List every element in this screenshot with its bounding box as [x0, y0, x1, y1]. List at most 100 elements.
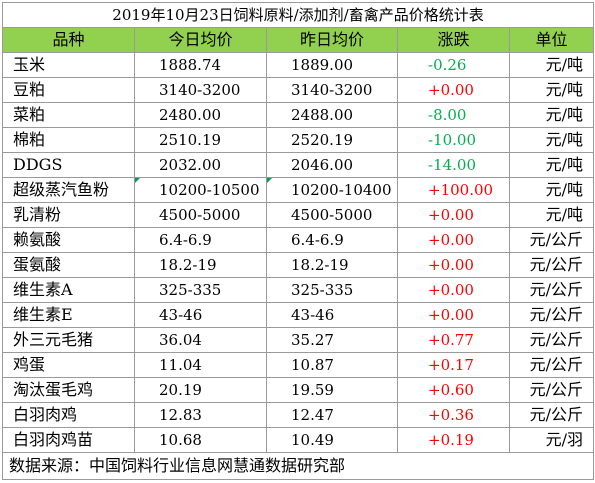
row-name: 豆粕 [2, 77, 135, 103]
row-name: 玉米 [2, 52, 135, 78]
row-today-price-text: 18.2-19 [159, 256, 217, 274]
row-today-price: 36.04 [134, 327, 267, 353]
row-change: -0.26 [397, 52, 510, 78]
row-yesterday-price: 12.47 [266, 402, 398, 428]
row-change-text: +0.00 [428, 306, 474, 324]
row-name: 维生素E [2, 302, 135, 328]
row-change-text: +0.77 [428, 331, 474, 349]
row-unit-text: 元/公斤 [529, 355, 584, 374]
row-yesterday-price-text: 10.49 [291, 431, 334, 449]
row-yesterday-price-text: 3140-3200 [291, 81, 373, 99]
row-name: 棉粕 [2, 127, 135, 153]
row-change-text: +0.00 [428, 231, 474, 249]
row-change: +0.00 [397, 77, 510, 103]
row-yesterday-price: 10.87 [266, 352, 398, 378]
row-change: +0.00 [397, 227, 510, 253]
source-note: 数据来源：中国饲料行业信息网慧通数据研究部 [1, 452, 595, 480]
table-row: 乳清粉 4500-5000 4500-5000 +0.00 元/吨 [2, 202, 595, 228]
header-name: 品种 [2, 27, 135, 53]
row-yesterday-price: 18.2-19 [266, 252, 398, 278]
row-name-text: 维生素A [13, 280, 73, 299]
row-yesterday-price: 2520.19 [266, 127, 398, 153]
row-yesterday-price: 10200-10400 [266, 177, 398, 203]
row-today-price: 325-335 [134, 277, 267, 303]
row-today-price-text: 36.04 [159, 331, 202, 349]
title-row: 2019年10月23日饲料原料/添加剂/畜禽产品价格统计表 [1, 2, 595, 28]
row-unit: 元/吨 [508, 102, 595, 128]
row-name-text: 赖氨酸 [13, 230, 62, 249]
row-today-price: 20.19 [134, 377, 267, 403]
row-unit: 元/公斤 [508, 252, 595, 278]
row-change: +0.00 [397, 202, 510, 228]
row-yesterday-price-text: 1889.00 [291, 56, 354, 74]
row-today-price: 2510.19 [134, 127, 267, 153]
row-today-price-text: 20.19 [159, 381, 202, 399]
row-change: +0.77 [397, 327, 510, 353]
row-unit: 元/羽 [508, 427, 595, 453]
row-name-text: 维生素E [13, 305, 73, 324]
row-name: 白羽肉鸡 [2, 402, 135, 428]
row-today-price: 2032.00 [134, 152, 267, 178]
row-change: +0.00 [397, 252, 510, 278]
row-name: 淘汰蛋毛鸡 [2, 377, 135, 403]
row-today-price-text: 43-46 [159, 306, 203, 324]
table-row: 鸡蛋 11.04 10.87 +0.17 元/公斤 [2, 352, 595, 378]
row-change: +0.17 [397, 352, 510, 378]
row-unit: 元/公斤 [508, 327, 595, 353]
row-today-price-text: 3140-3200 [159, 81, 241, 99]
row-change-text: +0.00 [428, 81, 474, 99]
row-yesterday-price-text: 10.87 [291, 356, 334, 374]
row-change: +100.00 [397, 177, 510, 203]
row-today-price-text: 2480.00 [159, 106, 222, 124]
cell-indicator-icon [135, 178, 140, 183]
row-yesterday-price-text: 43-46 [291, 306, 335, 324]
row-yesterday-price-text: 325-335 [291, 281, 354, 299]
row-yesterday-price: 325-335 [266, 277, 398, 303]
row-yesterday-price: 19.59 [266, 377, 398, 403]
row-name-text: 外三元毛猪 [13, 330, 94, 349]
row-yesterday-price: 1889.00 [266, 52, 398, 78]
row-yesterday-price-text: 2488.00 [291, 106, 354, 124]
row-unit: 元/公斤 [508, 277, 595, 303]
row-unit-text: 元/吨 [545, 205, 584, 224]
row-unit: 元/吨 [508, 77, 595, 103]
row-yesterday-price-text: 6.4-6.9 [291, 231, 344, 249]
row-today-price: 4500-5000 [134, 202, 267, 228]
row-today-price-text: 2510.19 [159, 131, 222, 149]
row-name: 蛋氨酸 [2, 252, 135, 278]
row-unit: 元/吨 [508, 127, 595, 153]
row-unit-text: 元/公斤 [529, 305, 584, 324]
row-yesterday-price: 2488.00 [266, 102, 398, 128]
row-today-price: 18.2-19 [134, 252, 267, 278]
table-row: 白羽肉鸡苗 10.68 10.49 +0.19 元/羽 [2, 427, 595, 453]
row-change-text: -10.00 [428, 131, 477, 149]
row-yesterday-price-text: 35.27 [291, 331, 334, 349]
table-row: 豆粕 3140-3200 3140-3200 +0.00 元/吨 [2, 77, 595, 103]
row-unit-text: 元/吨 [545, 105, 584, 124]
row-yesterday-price: 10.49 [266, 427, 398, 453]
row-unit: 元/公斤 [508, 402, 595, 428]
row-today-price: 11.04 [134, 352, 267, 378]
header-row: 品种 今日均价 昨日均价 涨跌 单位 [2, 27, 595, 53]
row-name: 菜粕 [2, 102, 135, 128]
row-yesterday-price: 6.4-6.9 [266, 227, 398, 253]
header-change: 涨跌 [397, 27, 510, 53]
row-yesterday-price-text: 19.59 [291, 381, 334, 399]
row-change-text: +100.00 [428, 181, 494, 199]
row-change-text: +0.36 [428, 406, 474, 424]
row-unit-text: 元/公斤 [529, 330, 584, 349]
row-yesterday-price-text: 10200-10400 [291, 181, 392, 199]
table-row: 维生素A 325-335 325-335 +0.00 元/公斤 [2, 277, 595, 303]
row-change-text: +0.00 [428, 206, 474, 224]
row-yesterday-price-text: 18.2-19 [291, 256, 349, 274]
table-row: 赖氨酸 6.4-6.9 6.4-6.9 +0.00 元/公斤 [2, 227, 595, 253]
row-today-price-text: 11.04 [159, 356, 202, 374]
row-name: 超级蒸汽鱼粉 [2, 177, 135, 203]
row-name: 维生素A [2, 277, 135, 303]
row-change: +0.19 [397, 427, 510, 453]
row-yesterday-price: 2046.00 [266, 152, 398, 178]
table-row: 超级蒸汽鱼粉 10200-10500 10200-10400 +100.00 元/吨 [2, 177, 595, 203]
row-name: 白羽肉鸡苗 [2, 427, 135, 453]
